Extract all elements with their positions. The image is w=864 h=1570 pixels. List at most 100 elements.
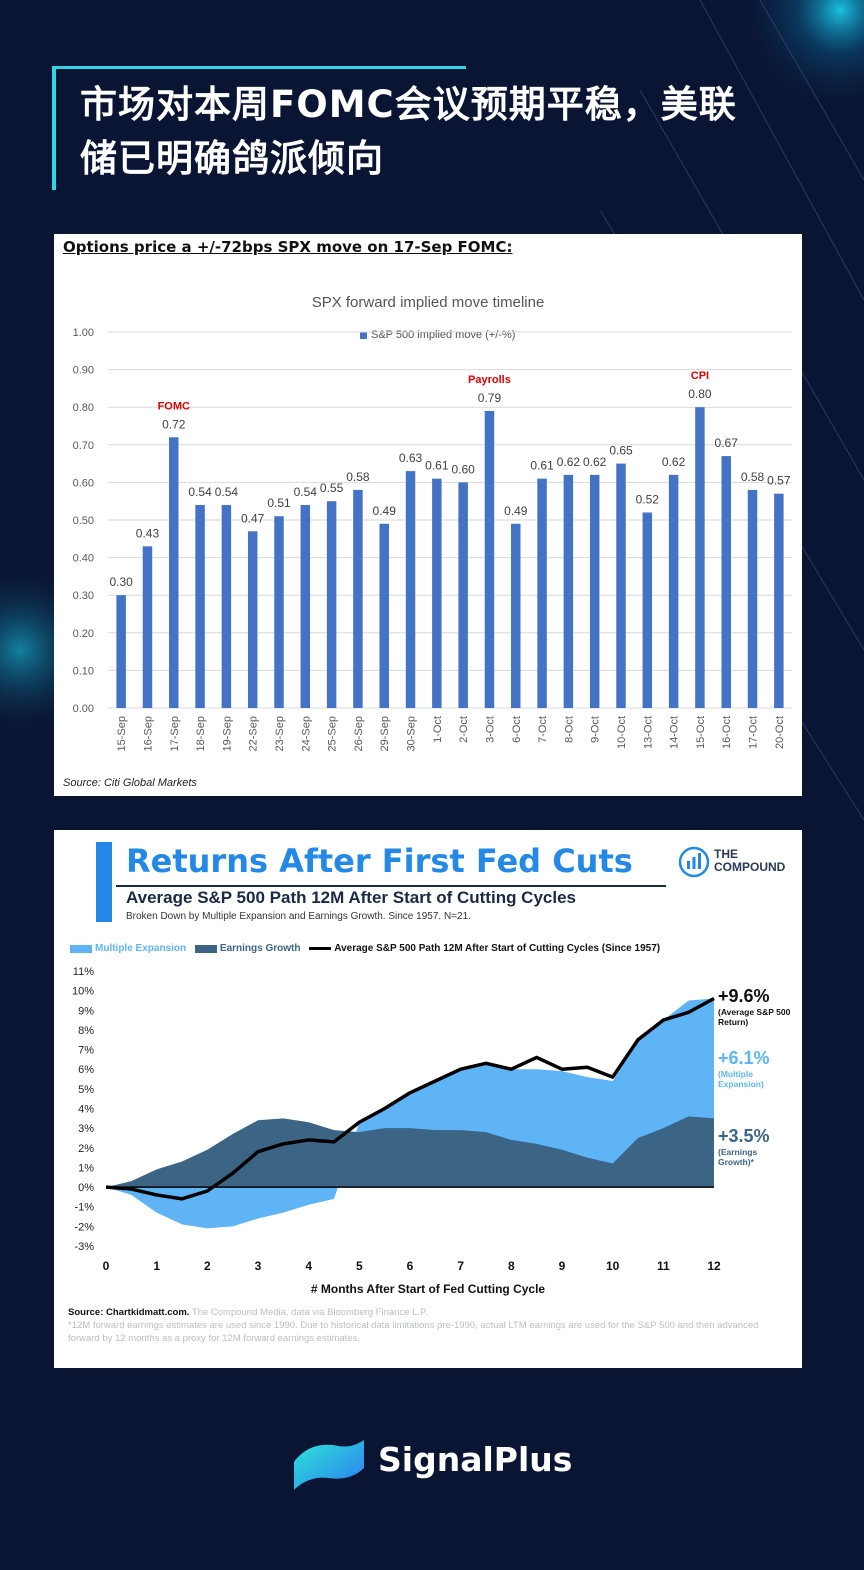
x-tick-label: 10-Oct [616, 716, 628, 749]
data-label: 0.58 [741, 470, 765, 484]
data-label: 0.63 [399, 451, 423, 465]
y-tick-label: 8% [78, 1025, 94, 1037]
data-label: 0.49 [373, 504, 397, 518]
bar [721, 456, 731, 708]
y-tick-label: 0.20 [73, 628, 94, 640]
x-tick-label: 8-Oct [563, 716, 575, 743]
bar [484, 410, 495, 708]
y-tick-label: 0.10 [73, 665, 94, 677]
y-tick-label: 0.00 [73, 703, 94, 715]
x-tick-label: 23-Sep [274, 716, 286, 751]
x-tick-label: 11 [657, 1259, 670, 1273]
x-tick-label: 19-Sep [221, 716, 233, 751]
x-tick-label: 4 [305, 1259, 312, 1273]
data-label: 0.79 [478, 391, 502, 405]
x-tick-label: 17-Sep [169, 716, 181, 751]
data-label: 0.62 [662, 455, 686, 469]
chart-source: Source: Chartkidmatt.com. The Compound M… [68, 1306, 788, 1345]
y-tick-label: 2% [78, 1143, 94, 1155]
annotation-total-label: (Average S&P 500 Return) [718, 1007, 791, 1027]
title-underline [116, 885, 666, 887]
y-tick-label: 1.00 [73, 327, 94, 339]
x-tick-label: 3-Oct [484, 716, 496, 743]
chart-title: SPX forward implied move timeline [311, 294, 545, 311]
annotation-multiple-value: +6.1% [718, 1048, 770, 1068]
x-tick-label: 7-Oct [537, 716, 549, 743]
y-tick-label: 0.90 [73, 365, 94, 377]
y-tick-label: 3% [78, 1123, 94, 1135]
data-label: 0.51 [267, 496, 291, 510]
event-annotation: CPI [691, 370, 709, 382]
y-tick-label: 1% [78, 1162, 94, 1174]
compound-logo-icon [678, 846, 710, 878]
legend-label-path: Average S&P 500 Path 12M After Start of … [334, 943, 661, 954]
x-tick-label: 13-Oct [642, 716, 654, 749]
bar [326, 501, 337, 708]
legend-label-multiple: Multiple Expansion [95, 943, 187, 954]
event-annotation: FOMC [158, 400, 190, 412]
bar [511, 523, 521, 708]
data-label: 0.52 [636, 492, 660, 506]
bar [668, 474, 679, 708]
annotation-multiple: +6.1% (Multiple Expansion) [718, 1048, 788, 1089]
data-label: 0.62 [583, 455, 607, 469]
data-label: 0.54 [188, 485, 212, 499]
bar [537, 478, 547, 708]
area-chart: -3%-2%-1%0%1%2%3%4%5%6%7%8%9%10%11%0 1 2 3 4… [72, 966, 721, 1273]
page-title: 市场对本周FOMC会议预期平稳，美联 储已明确鸽派倾向 [80, 78, 820, 186]
annotation-total: +9.6% (Average S&P 500 Return) [718, 986, 798, 1027]
bar [642, 512, 653, 708]
bar [616, 463, 626, 708]
y-tick-label: 0.80 [73, 402, 94, 414]
y-tick-label: 4% [78, 1104, 94, 1116]
bar-chart: 0.00 0.10 0.20 0.30 0.40 0.50 0.60 0.70 0.80 0.90… [73, 327, 792, 751]
y-tick-label: 10% [72, 986, 94, 998]
data-label: 0.54 [215, 485, 239, 499]
data-label: 0.72 [162, 417, 186, 431]
bar [747, 489, 758, 708]
bar [432, 478, 442, 708]
footnote: *12M forward earnings estimates are used… [68, 1320, 759, 1344]
bar [142, 546, 153, 708]
legend-swatch [360, 331, 367, 339]
compound-logo-text: THE COMPOUND [714, 848, 785, 874]
data-label: 0.47 [241, 511, 265, 525]
x-tick-label: 3 [255, 1259, 262, 1273]
x-tick-label: 9 [559, 1259, 566, 1273]
data-label: 0.65 [609, 444, 633, 458]
x-tick-label: 5 [356, 1259, 363, 1273]
y-tick-label: 0.50 [73, 515, 94, 527]
earnings-growth-area [106, 1116, 714, 1188]
x-tick-label: 26-Sep [353, 716, 365, 751]
x-tick-label: 9-Oct [590, 716, 602, 743]
logo-text-line2: COMPOUND [714, 860, 786, 874]
x-tick-label: 6 [407, 1259, 414, 1273]
data-label: 0.58 [346, 470, 370, 484]
bar [405, 471, 416, 708]
x-tick-label: 29-Sep [379, 716, 391, 751]
x-tick-label: 8 [508, 1259, 515, 1273]
data-label: 0.43 [136, 526, 160, 540]
y-tick-label: 0.70 [73, 440, 94, 452]
legend-label-earnings: Earnings Growth [219, 943, 301, 954]
data-label: 0.61 [530, 459, 554, 473]
page-title-line1: 市场对本周FOMC会议预期平稳，美联 [80, 83, 737, 126]
bar [458, 482, 468, 708]
x-tick-label: 6-Oct [511, 716, 523, 743]
sp500-path-line [105, 996, 715, 1201]
x-tick-label: 0 [103, 1259, 110, 1273]
footer-brand: SignalPlus [378, 1440, 573, 1479]
title-accent-bar [96, 842, 112, 922]
y-tick-label: 7% [78, 1045, 94, 1057]
data-label: 0.57 [767, 474, 791, 488]
x-tick-label: 2-Oct [458, 716, 470, 743]
y-tick-label: 5% [78, 1084, 94, 1096]
bar [300, 504, 311, 708]
bar [695, 407, 705, 708]
y-tick-label: 0.30 [73, 590, 94, 602]
chart-source: Source: Citi Global Markets [63, 777, 197, 789]
y-tick-label: 0.40 [73, 553, 94, 565]
x-tick-label: 22-Sep [248, 716, 260, 751]
x-axis-label: # Months After Start of Fed Cutting Cycl… [310, 1282, 546, 1296]
bar [247, 531, 258, 708]
